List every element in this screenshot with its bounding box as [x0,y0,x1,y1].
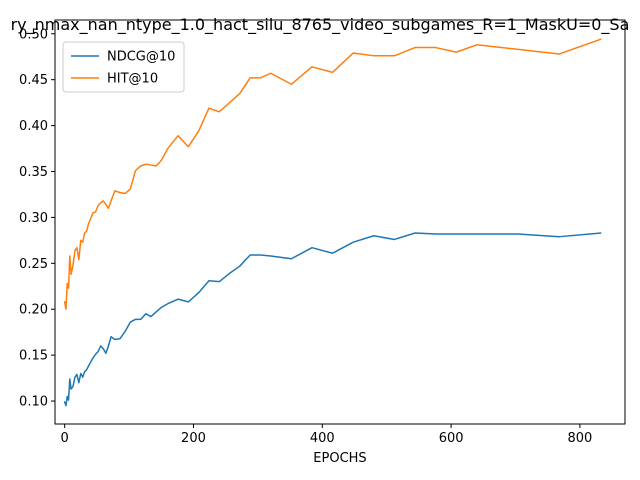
series-line-ndcg-10 [63,232,602,407]
y-tick-label: 0.15 [19,349,48,364]
x-tick-label: 800 [568,431,593,446]
y-tick-label: 0.45 [19,73,48,88]
x-axis-label: EPOCHS [313,451,366,466]
y-tick-label: 0.35 [19,165,48,180]
x-tick-label: 400 [310,431,335,446]
y-tick-label: 0.10 [19,395,48,410]
y-tick-label: 0.20 [19,303,48,318]
x-axis: 0 200 400 600 800 [61,424,593,446]
legend-label: HIT@10 [107,72,158,87]
plot-frame [54,19,626,425]
x-tick-label: 0 [61,431,69,446]
series-line-hit-10 [63,38,602,310]
plot-area [63,38,602,407]
y-tick-label: 0.50 [19,27,48,42]
chart-title: ry_nmax_nan_ntype_1.0_hact_silu_8765_vid… [11,15,630,35]
x-tick-label: 600 [439,431,464,446]
x-tick-label: 200 [181,431,206,446]
y-tick-label: 0.40 [19,119,48,134]
legend-box [62,41,185,93]
legend: NDCG@10 HIT@10 [62,41,185,93]
y-tick-label: 0.25 [19,257,48,272]
y-tick-label: 0.30 [19,211,48,226]
y-axis: 0.10 0.15 0.20 0.25 0.30 0.35 0.40 0.45 0.50 [19,27,55,410]
legend-label: NDCG@10 [107,50,175,65]
